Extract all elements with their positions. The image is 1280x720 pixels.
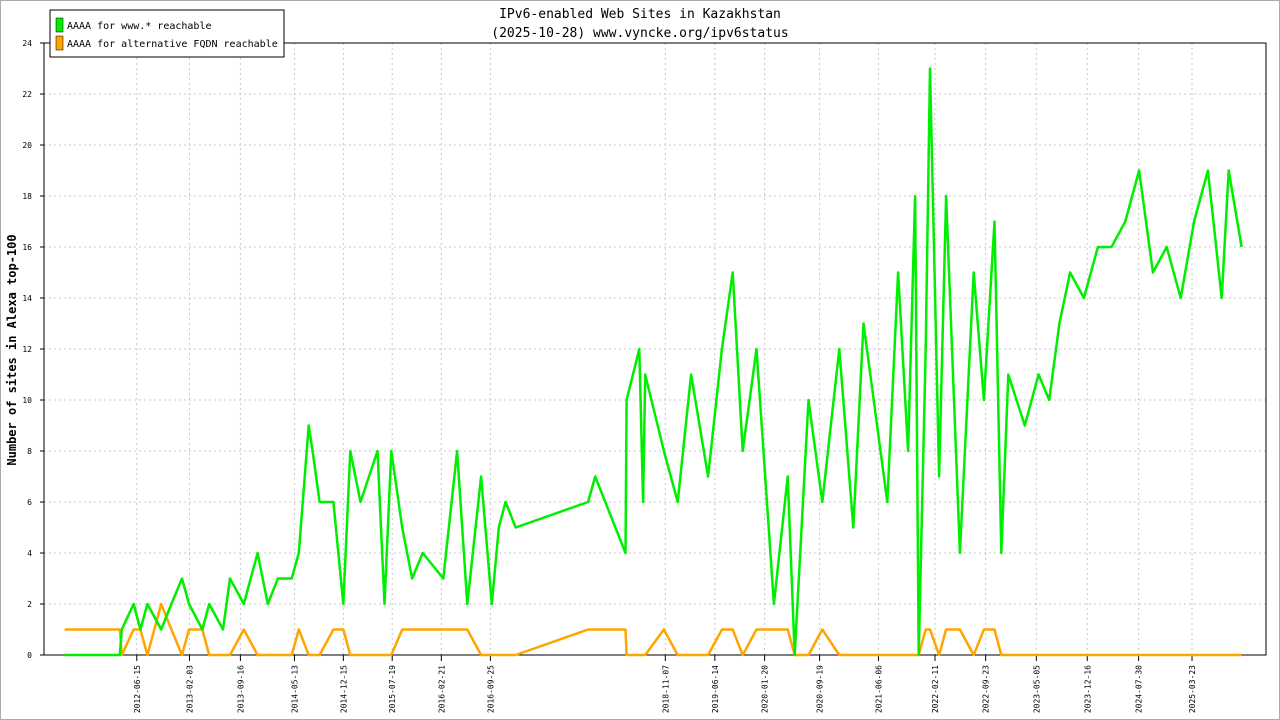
y-tick-label: 16 xyxy=(22,243,32,252)
x-tick-label: 2022-09-23 xyxy=(982,665,991,713)
x-tick-label: 2023-05-05 xyxy=(1032,665,1041,713)
legend-box xyxy=(49,9,285,58)
y-tick-label: 22 xyxy=(22,90,32,99)
y-tick-label: 8 xyxy=(27,447,32,456)
x-tick-label: 2015-07-19 xyxy=(388,665,397,713)
x-tick-label: 2014-05-13 xyxy=(290,665,299,713)
y-tick-label: 24 xyxy=(22,39,32,48)
legend-swatch xyxy=(55,17,64,33)
x-tick-label: 2020-09-19 xyxy=(816,665,825,713)
y-tick-label: 14 xyxy=(22,294,32,303)
x-tick-label: 2021-06-06 xyxy=(874,665,883,713)
y-tick-label: 6 xyxy=(27,498,32,507)
x-tick-label: 2014-12-15 xyxy=(339,665,348,713)
x-tick-label: 2023-12-16 xyxy=(1083,665,1092,713)
legend-swatch xyxy=(55,35,64,51)
plot-area xyxy=(43,42,1267,656)
y-tick-label: 2 xyxy=(27,600,32,609)
legend-label: AAAA for alternative FQDN reachable xyxy=(67,39,278,50)
x-tick-label: 2016-09-25 xyxy=(486,665,495,713)
y-tick-label: 20 xyxy=(22,141,32,150)
x-tick-label: 2018-11-07 xyxy=(661,665,670,713)
x-tick-label: 2024-07-30 xyxy=(1135,665,1144,713)
chart-subtitle: (2025-10-28) www.vyncke.org/ipv6status xyxy=(491,26,788,41)
y-tick-label: 12 xyxy=(22,345,32,354)
x-tick-label: 2012-06-15 xyxy=(133,665,142,713)
series-line xyxy=(64,67,1243,657)
y-tick-label: 0 xyxy=(27,651,32,660)
legend-label: AAAA for www.* reachable xyxy=(67,21,212,32)
x-tick-label: 2020-01-20 xyxy=(761,665,770,713)
series-line xyxy=(64,602,1242,657)
y-axis-label: Number of sites in Alexa top-100 xyxy=(5,234,19,465)
y-tick-label: 10 xyxy=(22,396,32,405)
x-tick-label: 2022-02-11 xyxy=(931,665,940,713)
x-tick-label: 2016-02-21 xyxy=(437,665,446,713)
y-tick-label: 4 xyxy=(27,549,32,558)
y-tick-label: 18 xyxy=(22,192,32,201)
x-tick-label: 2019-06-14 xyxy=(711,665,720,713)
x-tick-label: 2013-02-03 xyxy=(185,665,194,713)
chart-title: IPv6-enabled Web Sites in Kazakhstan xyxy=(499,7,781,22)
x-tick-label: 2025-03-23 xyxy=(1188,665,1197,713)
x-tick-label: 2013-09-16 xyxy=(236,665,245,713)
